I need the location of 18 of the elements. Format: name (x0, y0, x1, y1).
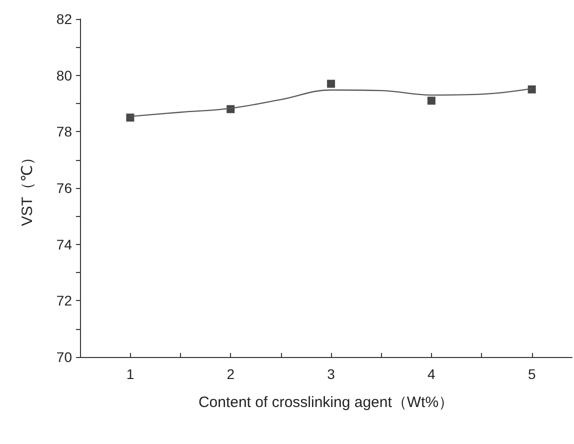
x-tick-label: 1 (126, 366, 134, 382)
point (427, 96, 436, 105)
y-tick-label: 80 (56, 67, 72, 84)
x-axis-title: Content of crosslinking agent（Wt%） (198, 394, 454, 411)
point (528, 85, 536, 94)
x-tick-label: 4 (428, 366, 436, 382)
x-tick-label: 3 (327, 366, 336, 382)
y-axis-title: VST（℃） (19, 150, 36, 226)
y-tick-label: 70 (56, 349, 72, 365)
y-tick-label: 74 (56, 236, 72, 252)
y-tick-label: 78 (56, 124, 72, 140)
x-tick-label: 2 (226, 366, 235, 382)
y-tick-label: 72 (56, 292, 72, 309)
point (126, 114, 134, 122)
point (327, 80, 336, 88)
y-tick-label: 76 (56, 180, 72, 196)
x-tick-label: 5 (528, 366, 536, 382)
y-tick-label: 82 (56, 11, 72, 27)
